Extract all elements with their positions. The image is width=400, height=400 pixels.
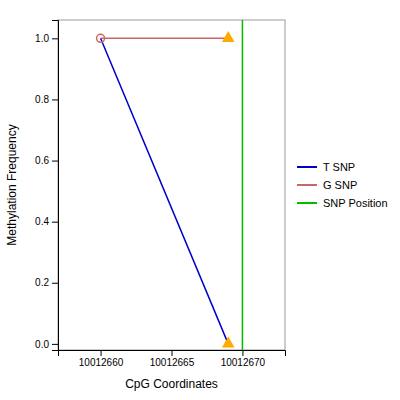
y-tick-mark xyxy=(52,283,58,284)
x-tick-mark xyxy=(242,350,243,356)
y-tick-label: 1.0 xyxy=(35,33,49,44)
legend-swatch xyxy=(297,184,317,186)
line xyxy=(101,38,229,40)
x-tick-label: 10012670 xyxy=(221,357,266,368)
marks xyxy=(97,20,243,350)
legend-entry: T SNP xyxy=(297,161,355,173)
x-tick-mark xyxy=(172,350,173,356)
y-tick-mark xyxy=(52,344,58,345)
chart: 10012660 10012665 10012670 0.0 0.2 0.4 0.6 0.8 1… xyxy=(0,0,400,400)
legend-swatch xyxy=(297,202,317,204)
x-axis-line xyxy=(59,351,286,357)
vertical-line xyxy=(242,20,244,350)
y-tick: 0.4 xyxy=(35,216,58,227)
x-axis: 10012660 10012665 10012670 xyxy=(59,350,286,368)
legend-label: T SNP xyxy=(323,161,355,173)
x-tick: 10012660 xyxy=(79,350,124,368)
legend-swatch xyxy=(297,166,317,168)
x-tick-label: 10012665 xyxy=(150,357,195,368)
y-tick-mark xyxy=(52,38,58,39)
plot-frame xyxy=(58,20,285,350)
y-tick-mark xyxy=(52,99,58,100)
y-axis: 0.0 0.2 0.4 0.6 0.8 1.0 xyxy=(35,21,58,351)
legend: T SNP G SNP SNP Position xyxy=(297,161,388,209)
y-axis-line xyxy=(52,21,59,351)
y-tick: 0.2 xyxy=(35,277,58,288)
y-tick-mark xyxy=(52,161,58,162)
y-tick-label: 0.2 xyxy=(35,277,49,288)
y-tick: 1.0 xyxy=(35,33,58,44)
y-tick: 0.8 xyxy=(35,94,58,105)
legend-entry: G SNP xyxy=(297,179,357,191)
y-tick-label: 0.4 xyxy=(35,216,49,227)
y-tick-mark xyxy=(52,222,58,223)
point xyxy=(222,337,235,348)
x-tick-label: 10012660 xyxy=(79,357,124,368)
y-tick-label: 0.8 xyxy=(35,94,49,105)
x-axis-title: CpG Coordinates xyxy=(125,377,218,391)
x-tick: 10012670 xyxy=(221,350,266,368)
plot: 10012660 10012665 10012670 0.0 0.2 0.4 0.6 0.8 1… xyxy=(35,20,285,368)
y-tick: 0.0 xyxy=(35,339,58,350)
y-tick-label: 0.0 xyxy=(35,339,49,350)
x-tick: 10012665 xyxy=(150,350,195,368)
point xyxy=(97,34,105,42)
legend-entry: SNP Position xyxy=(297,197,388,209)
line xyxy=(101,38,229,344)
legend-label: G SNP xyxy=(323,179,357,191)
x-tick-mark xyxy=(101,350,102,356)
y-tick-label: 0.6 xyxy=(35,155,49,166)
y-tick: 0.6 xyxy=(35,155,58,166)
legend-label: SNP Position xyxy=(323,197,388,209)
point xyxy=(222,31,235,42)
y-axis-title: Methylation Frequency xyxy=(5,124,19,245)
